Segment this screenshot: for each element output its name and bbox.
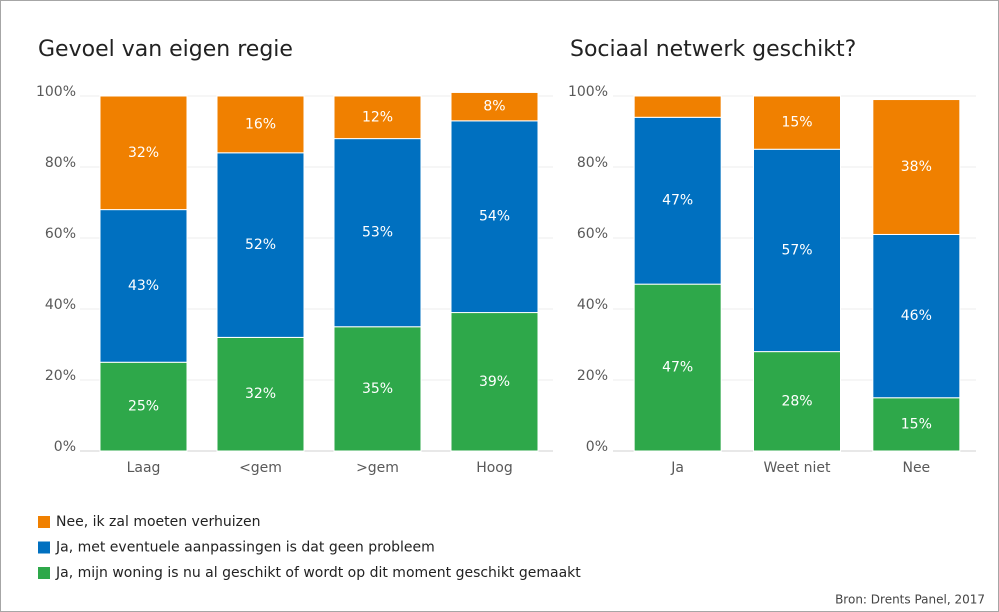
bar-segment bbox=[99, 95, 188, 211]
bar-segment bbox=[450, 312, 539, 452]
data-label: 46% bbox=[901, 308, 932, 324]
bar-segment bbox=[216, 152, 305, 338]
bar-segment bbox=[450, 120, 539, 314]
y-tick-label: 80% bbox=[577, 155, 608, 171]
bar-segment bbox=[753, 95, 841, 150]
data-label: 35% bbox=[362, 381, 393, 397]
x-tick-label: Ja bbox=[670, 460, 684, 476]
y-tick-label: 60% bbox=[45, 226, 76, 242]
legend-swatch bbox=[38, 516, 50, 528]
bar-segment bbox=[633, 283, 722, 452]
bar-segment bbox=[333, 95, 422, 140]
bar-segment bbox=[333, 326, 422, 452]
y-tick-label: 20% bbox=[577, 368, 608, 384]
x-tick-label: Laag bbox=[127, 460, 161, 476]
x-tick-label: <gem bbox=[239, 460, 282, 476]
data-label: 54% bbox=[479, 209, 510, 225]
bar-segment bbox=[872, 233, 961, 399]
data-label: 15% bbox=[901, 416, 932, 432]
bar-segment bbox=[216, 336, 305, 452]
chart-title: Gevoel van eigen regie bbox=[38, 37, 293, 62]
y-tick-label: 100% bbox=[36, 84, 76, 100]
data-label: 38% bbox=[901, 159, 932, 175]
legend-label: Ja, met eventuele aanpassingen is dat ge… bbox=[55, 540, 435, 556]
data-label: 39% bbox=[479, 374, 510, 390]
legend-label: Nee, ik zal moeten verhuizen bbox=[56, 514, 260, 530]
bar-segment bbox=[753, 148, 841, 353]
chart-title: Sociaal netwerk geschikt? bbox=[570, 37, 856, 62]
y-tick-label: 40% bbox=[45, 297, 76, 313]
y-tick-label: 0% bbox=[586, 439, 608, 455]
bar-segment bbox=[216, 95, 305, 154]
data-label: 52% bbox=[245, 237, 276, 253]
y-tick-label: 80% bbox=[45, 155, 76, 171]
x-tick-label: Weet niet bbox=[763, 460, 831, 476]
source: Bron: Drents Panel, 2017 bbox=[835, 593, 985, 607]
data-label: 57% bbox=[781, 242, 812, 258]
y-tick-label: 100% bbox=[568, 84, 608, 100]
y-tick-label: 0% bbox=[54, 439, 76, 455]
x-tick-label: Nee bbox=[902, 460, 930, 476]
bar-segment bbox=[99, 209, 188, 363]
bar-segment bbox=[633, 95, 722, 118]
data-label: 47% bbox=[662, 193, 693, 209]
bar-segment bbox=[753, 351, 841, 452]
bar-segment bbox=[99, 361, 188, 452]
data-label: 15% bbox=[781, 115, 812, 131]
bar-segment bbox=[633, 116, 722, 285]
data-label: 32% bbox=[245, 386, 276, 402]
data-label: 12% bbox=[362, 109, 393, 125]
data-label: 32% bbox=[128, 145, 159, 161]
x-tick-label: >gem bbox=[356, 460, 399, 476]
bar-segment bbox=[450, 91, 539, 122]
data-label: 8% bbox=[483, 99, 505, 115]
bar-segment bbox=[872, 99, 961, 235]
legend-swatch bbox=[38, 567, 50, 579]
data-label: 53% bbox=[362, 225, 393, 241]
data-label: 47% bbox=[662, 360, 693, 376]
bar-segment bbox=[333, 138, 422, 328]
y-tick-label: 20% bbox=[45, 368, 76, 384]
data-label: 28% bbox=[781, 393, 812, 409]
bar-segment bbox=[872, 397, 961, 452]
y-tick-label: 40% bbox=[577, 297, 608, 313]
legend-label: Ja, mijn woning is nu al geschikt of wor… bbox=[55, 565, 581, 581]
x-tick-label: Hoog bbox=[476, 460, 513, 476]
data-label: 43% bbox=[128, 278, 159, 294]
data-label: 16% bbox=[245, 116, 276, 132]
y-tick-label: 60% bbox=[577, 226, 608, 242]
data-label: 25% bbox=[128, 399, 159, 415]
legend-swatch bbox=[38, 541, 50, 554]
